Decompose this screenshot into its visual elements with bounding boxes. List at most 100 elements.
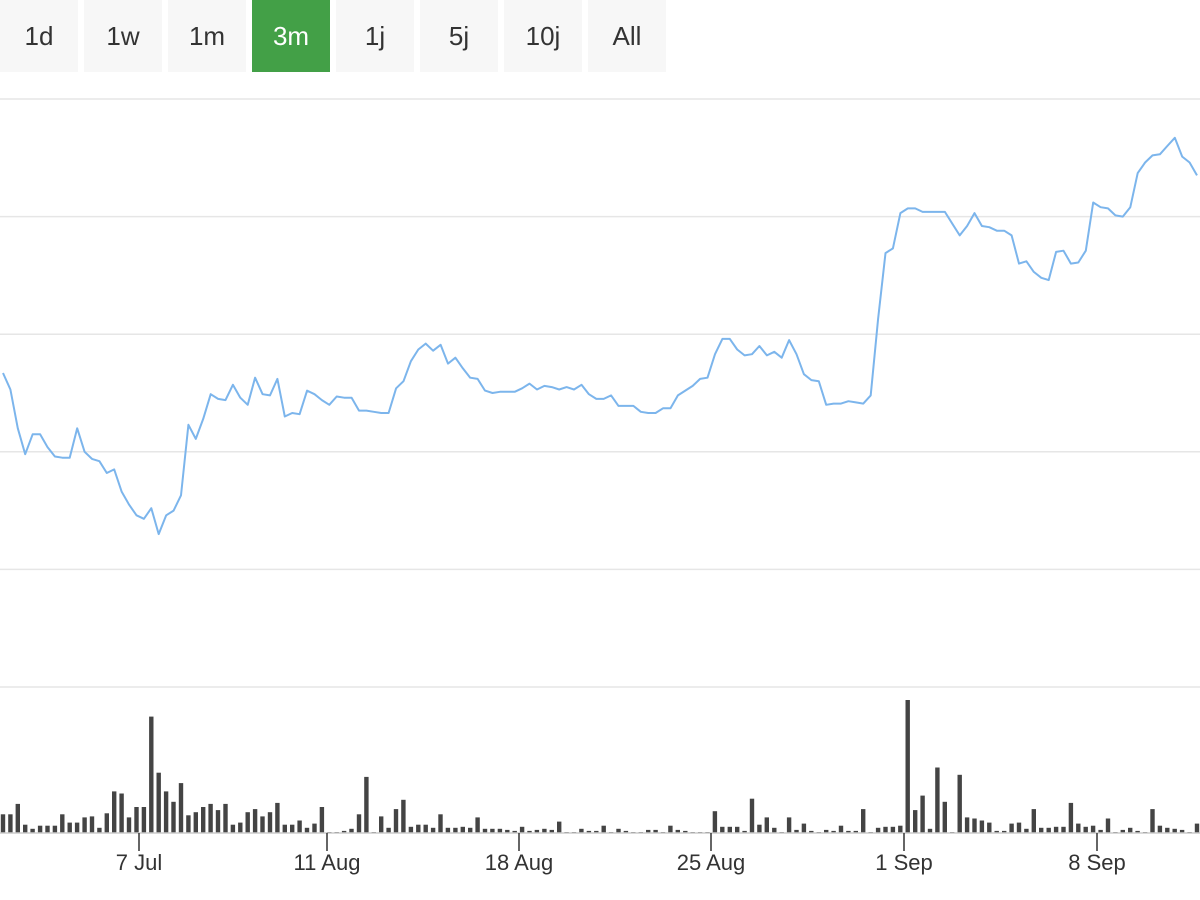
- volume-bar: [616, 828, 621, 833]
- volume-bar: [549, 829, 554, 833]
- volume-bar: [445, 827, 451, 833]
- volume-bar: [1135, 830, 1140, 833]
- volume-bar: [0, 814, 6, 833]
- volume-bar: [282, 824, 287, 833]
- x-tick-label: 11 Aug: [294, 850, 361, 875]
- range-button-5j[interactable]: 5j: [420, 0, 498, 72]
- volume-bar: [1046, 827, 1051, 833]
- volume-bar: [349, 828, 354, 833]
- volume-bar: [809, 830, 814, 833]
- volume-bar: [1016, 822, 1022, 833]
- volume-bar: [475, 817, 480, 833]
- volume-bar: [1150, 809, 1155, 833]
- volume-bar: [1068, 802, 1074, 833]
- volume-bar: [586, 830, 592, 833]
- volume-bar: [831, 830, 836, 833]
- volume-bar: [408, 826, 414, 833]
- volume-bar: [1002, 830, 1007, 833]
- volume-bar: [267, 812, 273, 833]
- volume-bar: [178, 783, 184, 833]
- volume-bar: [898, 825, 903, 833]
- volume-bar: [208, 803, 213, 833]
- volume-bar: [801, 823, 807, 833]
- volume-bar: [245, 812, 250, 833]
- volume-bar: [786, 817, 792, 833]
- volume-bar: [8, 814, 13, 833]
- volume-bar: [468, 827, 473, 833]
- range-button-1d[interactable]: 1d: [0, 0, 78, 72]
- volume-bar: [972, 818, 977, 833]
- volume-bar: [964, 817, 970, 833]
- volume-bar: [942, 801, 947, 833]
- volume-bar: [97, 827, 102, 833]
- volume-bar: [379, 816, 384, 833]
- volume-bar: [927, 828, 933, 833]
- gridlines: [0, 98, 1200, 688]
- volume-bar: [994, 830, 999, 833]
- volume-bar: [838, 825, 844, 833]
- volume-bar: [60, 814, 65, 833]
- volume-bar: [304, 827, 310, 833]
- volume-bar: [238, 822, 243, 833]
- volume-bar: [290, 824, 295, 833]
- volume-bar: [519, 826, 525, 833]
- volume-bar: [668, 825, 673, 833]
- volume-bar: [742, 830, 747, 833]
- volume-bar: [393, 809, 399, 833]
- volume-bar: [453, 827, 458, 833]
- volume-bar: [356, 814, 362, 833]
- volume-bar: [1009, 823, 1014, 833]
- volume-bar: [193, 812, 198, 833]
- volume-bar: [1098, 829, 1103, 833]
- volume-bar: [913, 810, 918, 833]
- volume-bar: [23, 824, 28, 833]
- volume-bar: [74, 822, 80, 833]
- volume-bar: [230, 824, 236, 833]
- volume-bar: [1165, 827, 1170, 833]
- volume-bar: [646, 829, 651, 833]
- volume-bar: [364, 776, 369, 833]
- volume-bar: [542, 828, 547, 833]
- volume-bar: [579, 828, 584, 833]
- volume-bar: [794, 829, 799, 833]
- range-button-3m[interactable]: 3m: [252, 0, 330, 72]
- volume-bar: [712, 811, 718, 833]
- range-button-10j[interactable]: 10j: [504, 0, 582, 72]
- volume-bar: [594, 830, 599, 833]
- range-button-1j[interactable]: 1j: [336, 0, 414, 72]
- volume-bar: [512, 830, 517, 833]
- volume-bar: [341, 830, 347, 833]
- range-button-1w[interactable]: 1w: [84, 0, 162, 72]
- volume-bar: [171, 801, 176, 833]
- volume-bar: [1061, 826, 1066, 833]
- volume-bar: [482, 828, 488, 833]
- x-tick-label: 25 Aug: [677, 850, 746, 875]
- volume-bar: [957, 774, 962, 833]
- volume-bar: [675, 829, 680, 833]
- volume-bars: [0, 700, 1200, 834]
- volume-bar: [890, 826, 896, 833]
- volume-bar: [935, 767, 940, 833]
- volume-bar: [260, 816, 265, 833]
- volume-bar: [126, 817, 132, 833]
- volume-bar: [1083, 826, 1088, 833]
- volume-bar: [104, 813, 109, 833]
- range-button-all[interactable]: All: [588, 0, 666, 72]
- volume-bar: [824, 829, 829, 833]
- range-button-1m[interactable]: 1m: [168, 0, 246, 72]
- volume-bar: [534, 829, 540, 833]
- volume-bar: [557, 821, 562, 833]
- volume-bar: [749, 798, 755, 833]
- volume-bar: [490, 828, 495, 833]
- volume-bar: [861, 809, 866, 833]
- volume-bar: [979, 820, 985, 833]
- volume-bar: [653, 829, 658, 833]
- volume-bar: [987, 822, 992, 833]
- volume-bar: [149, 716, 154, 833]
- volume-bar: [1053, 826, 1059, 833]
- volume-bar: [112, 791, 117, 833]
- volume-bar: [275, 802, 280, 833]
- x-axis: 7 Jul 11 Aug 18 Aug 25 Aug 1 Sep 8 Sep: [0, 832, 1200, 875]
- price-line: [2, 136, 1198, 536]
- volume-bar: [1120, 829, 1125, 833]
